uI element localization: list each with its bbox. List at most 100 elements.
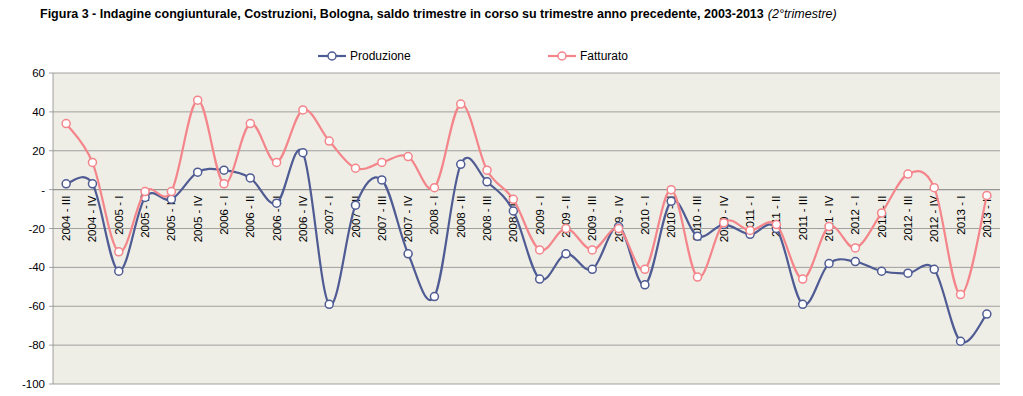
grid-line: [53, 189, 1000, 190]
point: [693, 273, 701, 281]
x-tick-label: 2004 - III: [60, 196, 72, 241]
y-tick-label: -100: [22, 378, 45, 390]
x-tick-label: 2006 - IV: [297, 195, 309, 242]
point: [588, 246, 596, 254]
point: [404, 250, 412, 258]
point: [62, 180, 70, 188]
point: [457, 160, 465, 168]
y-tick-label: 40: [32, 106, 45, 118]
point: [615, 225, 623, 233]
grid-line: [53, 345, 1000, 346]
tick-mark: [49, 345, 53, 346]
point: [720, 219, 728, 227]
point: [141, 188, 149, 196]
tick-mark: [49, 306, 53, 307]
x-tick-label: 2011 - III: [797, 196, 809, 241]
tick-mark: [49, 150, 53, 151]
x-tick-label: 2007 - III: [376, 196, 388, 241]
y-tick-label: 20: [32, 145, 45, 157]
y-tick-label: -: [41, 184, 45, 196]
point: [641, 281, 649, 289]
x-tick-label: 2007 - I: [323, 196, 335, 235]
x-tick-label: 2008 - III: [481, 196, 493, 241]
point: [246, 174, 254, 182]
point: [983, 191, 991, 199]
point: [273, 199, 281, 207]
point: [878, 209, 886, 217]
point: [772, 221, 780, 229]
series-group: [62, 96, 991, 345]
point: [88, 180, 96, 188]
point: [378, 176, 386, 184]
title: Figura 3 - Indagine congiunturale, Costr…: [40, 7, 837, 21]
x-tick-label: 2005 - IV: [192, 195, 204, 242]
x-tick-label: 2008 - I: [428, 196, 440, 235]
point: [483, 166, 491, 174]
x-tick-label: 2006 - I: [218, 196, 230, 235]
y-tick-label: -80: [28, 339, 45, 351]
point: [430, 293, 438, 301]
point: [957, 291, 965, 299]
grid-line: [53, 306, 1000, 307]
point: [983, 310, 991, 318]
legend-marker: [558, 52, 566, 60]
point: [273, 158, 281, 166]
x-tick-label: 2005 - I: [113, 196, 125, 235]
grid-line: [53, 111, 1000, 112]
point: [825, 223, 833, 231]
x-tick-label: 2007 - IV: [402, 195, 414, 242]
point: [799, 300, 807, 308]
x-tick-label: 2010 - IV: [718, 195, 730, 242]
x-tick-label: 2012 - I: [849, 196, 861, 235]
y-tick-label: -60: [28, 300, 45, 312]
y-tick-label: -20: [28, 223, 45, 235]
point: [588, 265, 596, 273]
point: [246, 120, 254, 128]
point: [904, 269, 912, 277]
grid-line: [53, 384, 1000, 385]
point: [115, 267, 123, 275]
x-tick-label: 2004 - IV: [86, 195, 98, 242]
point: [825, 259, 833, 267]
x-tick-label: 2005 - III: [165, 196, 177, 241]
point: [536, 275, 544, 283]
tick-mark: [49, 111, 53, 112]
point: [299, 106, 307, 114]
tick-mark: [49, 384, 53, 385]
x-tick-label: 2012 - III: [902, 196, 914, 241]
point: [325, 300, 333, 308]
point: [404, 153, 412, 161]
tick-mark: [49, 267, 53, 268]
point: [930, 184, 938, 192]
point: [194, 168, 202, 176]
chart: Figura 3 - Indagine congiunturale, Costr…: [0, 0, 1023, 396]
point: [220, 166, 228, 174]
subtitle: (2°trimestre): [768, 7, 837, 21]
title-text: Figura 3 - Indagine congiunturale, Costr…: [40, 7, 764, 21]
point: [352, 164, 360, 172]
x-axis: [53, 189, 1000, 190]
tick-mark: [49, 189, 53, 190]
plot-area: [53, 73, 1000, 384]
point: [667, 197, 675, 205]
legend-label: Produzione: [350, 49, 411, 63]
point: [851, 258, 859, 266]
x-tick-label: 2013 - I: [955, 196, 967, 235]
x-tick-label: 2006 - II: [244, 196, 256, 238]
point: [562, 250, 570, 258]
point: [325, 137, 333, 145]
point: [483, 178, 491, 186]
x-tick-label: 2008 - II: [455, 196, 467, 238]
point: [115, 248, 123, 256]
x-tick-label: 2010 - I: [639, 196, 651, 235]
x-tick-label: 2006 - III: [271, 196, 283, 241]
point: [352, 201, 360, 209]
point: [88, 158, 96, 166]
point: [167, 188, 175, 196]
x-tick-label: 2009 - I: [534, 196, 546, 235]
point: [509, 207, 517, 215]
point: [878, 267, 886, 275]
point: [904, 170, 912, 178]
point: [746, 226, 754, 234]
x-tick-label: 2012 - II: [876, 196, 888, 238]
